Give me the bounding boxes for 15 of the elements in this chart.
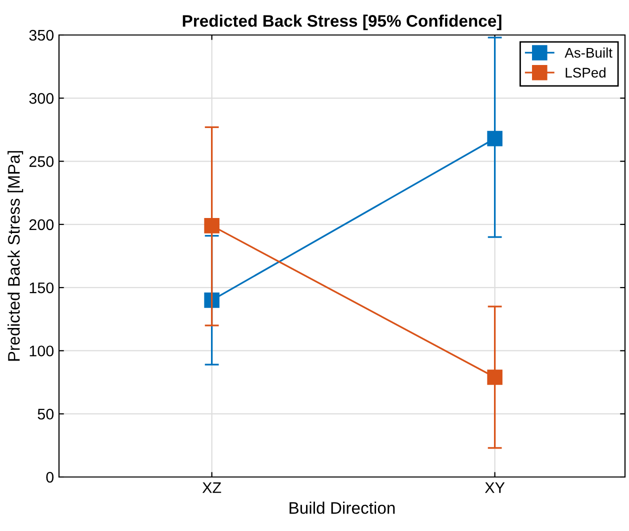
y-tick-label: 150 <box>30 282 54 294</box>
y-tick-label: 250 <box>29 156 54 167</box>
x-tick-label: XY <box>484 482 505 493</box>
y-tick-label: 350 <box>29 30 54 41</box>
x-axis-title: Build Direction <box>290 502 395 514</box>
chart-title: Predicted Back Stress [95% Confidence] <box>182 14 502 30</box>
y-axis-title: Predicted Back Stress [MPa] <box>8 151 24 361</box>
y-tick-label: 100 <box>30 346 54 356</box>
y-tick-label: 300 <box>29 93 54 104</box>
y-tick-label: 50 <box>38 408 54 420</box>
y-tick-label: 0 <box>46 472 54 483</box>
legend-label: LSPed <box>566 67 606 78</box>
y-tick-label: 200 <box>29 219 54 230</box>
legend-label: As-Built <box>564 48 612 58</box>
x-tick-label: XZ <box>202 482 222 493</box>
